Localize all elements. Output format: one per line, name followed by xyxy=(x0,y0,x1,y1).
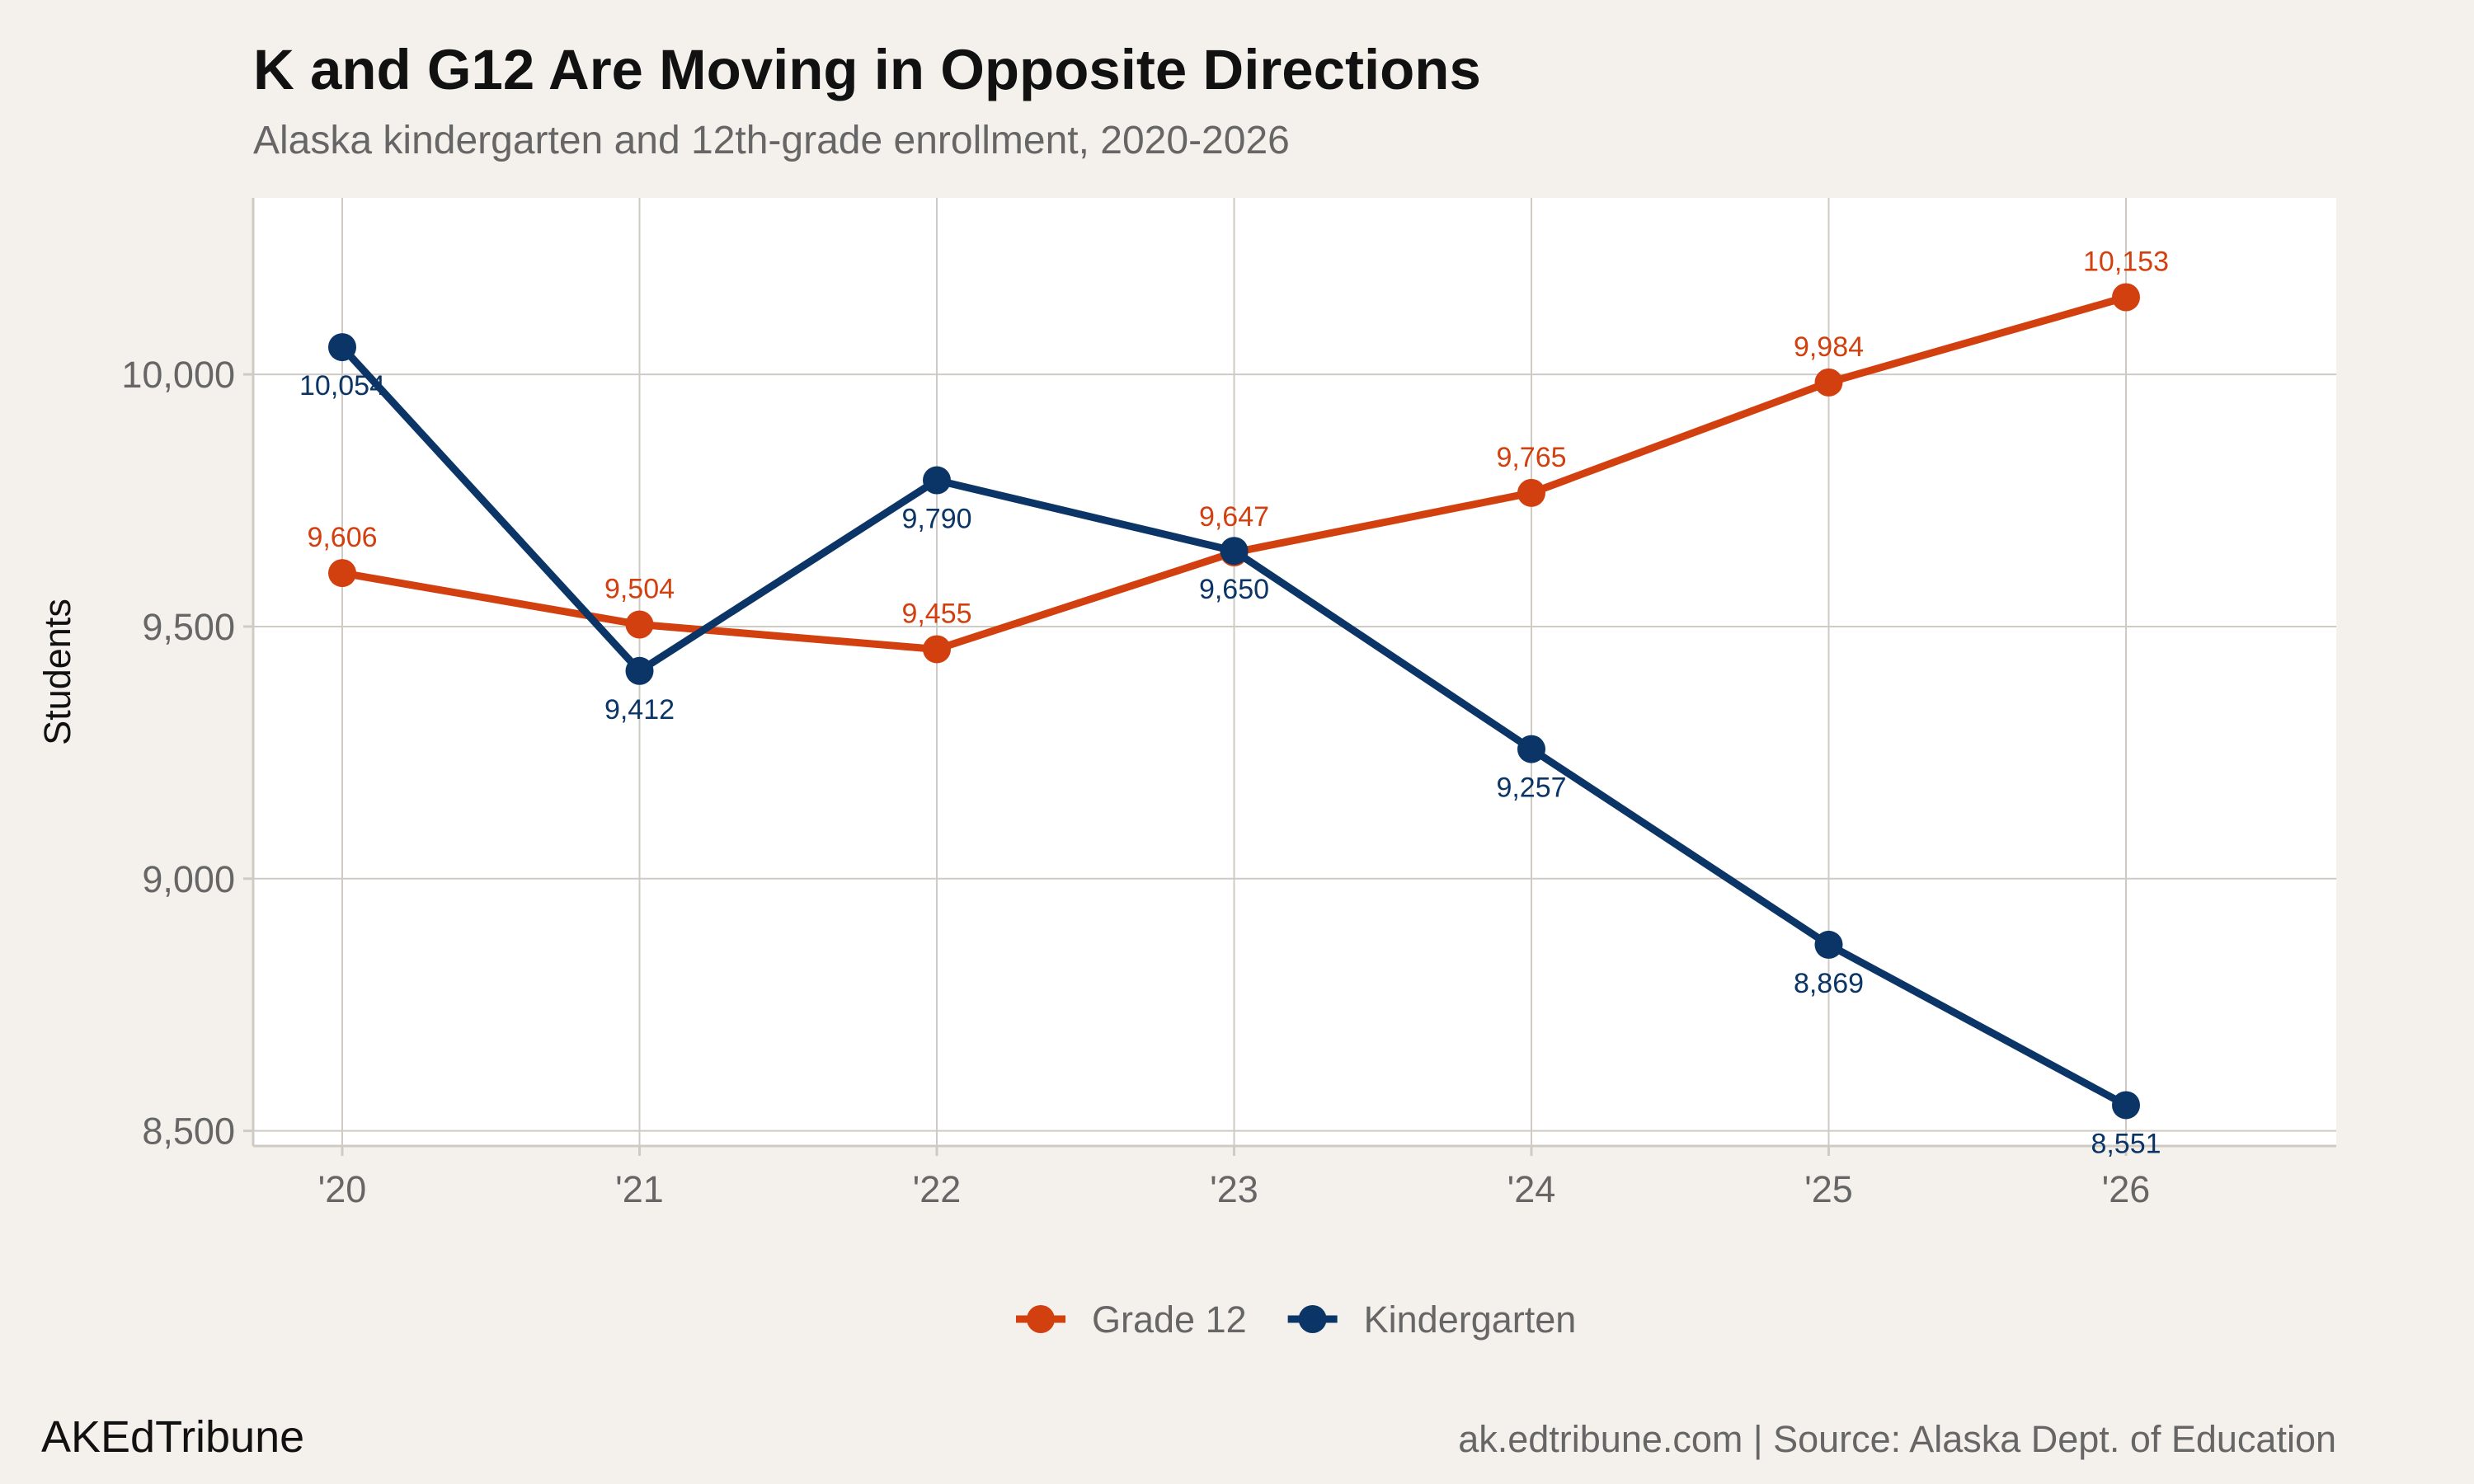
kindergarten-point xyxy=(1814,930,1843,959)
grade-12-point xyxy=(2112,283,2140,312)
x-tick-label: '26 xyxy=(2102,1168,2151,1210)
kindergarten-point xyxy=(923,466,951,495)
grade-12-point xyxy=(625,610,654,639)
x-tick-label: '24 xyxy=(1507,1168,1556,1210)
kindergarten-data-label: 9,412 xyxy=(604,694,675,726)
x-tick-label: '21 xyxy=(615,1168,664,1210)
grade-12-data-label: 9,504 xyxy=(604,574,675,605)
brand-label: AKEdTribune xyxy=(41,1412,305,1462)
kindergarten-data-label: 10,054 xyxy=(299,370,385,402)
y-tick-label: 9,500 xyxy=(142,606,235,648)
grade-12-point xyxy=(923,635,951,664)
kindergarten-point xyxy=(1220,537,1249,566)
grade-12-point xyxy=(1517,478,1545,507)
kindergarten-point xyxy=(328,333,356,362)
kindergarten-data-label: 9,790 xyxy=(901,504,971,535)
chart-subtitle: Alaska kindergarten and 12th-grade enrol… xyxy=(253,119,1290,162)
y-tick-label: 9,000 xyxy=(142,858,235,900)
grade-12-data-label: 9,647 xyxy=(1199,501,1269,533)
grade-12-data-label: 9,984 xyxy=(1794,331,1864,363)
kindergarten-point xyxy=(2112,1091,2140,1120)
grade-12-data-label: 9,765 xyxy=(1496,442,1566,473)
legend: Grade 12 Kindergarten xyxy=(1016,1298,1576,1341)
grade-12-data-label: 9,606 xyxy=(307,522,377,553)
grade-12-legend-label: Grade 12 xyxy=(1092,1298,1247,1341)
y-tick-labels: 8,500 9,000 9,500 10,000 xyxy=(121,354,235,1153)
grade-12-data-label: 9,455 xyxy=(901,598,971,629)
grade-12-point xyxy=(1814,368,1843,397)
plot-panel xyxy=(253,198,2336,1146)
kindergarten-point xyxy=(625,656,654,685)
kindergarten-legend-swatch-point xyxy=(1298,1305,1327,1333)
chart-title: K and G12 Are Moving in Opposite Directi… xyxy=(253,38,1481,101)
kindergarten-data-label: 9,257 xyxy=(1496,773,1566,804)
kindergarten-data-label: 8,869 xyxy=(1794,968,1864,999)
y-tick-label: 8,500 xyxy=(142,1111,235,1153)
x-tick-labels: '20 '21 '22 '23 '24 '25 '26 xyxy=(318,1168,2151,1210)
grade-12-point xyxy=(328,559,356,588)
y-axis-label: Students xyxy=(36,599,78,745)
kindergarten-data-label: 9,650 xyxy=(1199,574,1269,605)
x-tick-label: '23 xyxy=(1210,1168,1258,1210)
kindergarten-point xyxy=(1517,735,1545,763)
kindergarten-data-label: 8,551 xyxy=(2091,1128,2161,1159)
source-label: ak.edtribune.com | Source: Alaska Dept. … xyxy=(1458,1418,2336,1460)
x-tick-label: '22 xyxy=(913,1168,962,1210)
grade-12-legend-swatch-point xyxy=(1027,1305,1055,1333)
x-tick-label: '25 xyxy=(1804,1168,1853,1210)
series-layer xyxy=(328,283,2140,1120)
data-labels: 9,606 9,504 9,455 9,647 9,765 9,984 10,153 10,0… xyxy=(299,247,2169,1160)
kindergarten-legend-label: Kindergarten xyxy=(1364,1298,1577,1341)
x-tick-label: '20 xyxy=(318,1168,367,1210)
grade-12-data-label: 10,153 xyxy=(2083,247,2169,278)
y-tick-label: 10,000 xyxy=(121,354,235,396)
